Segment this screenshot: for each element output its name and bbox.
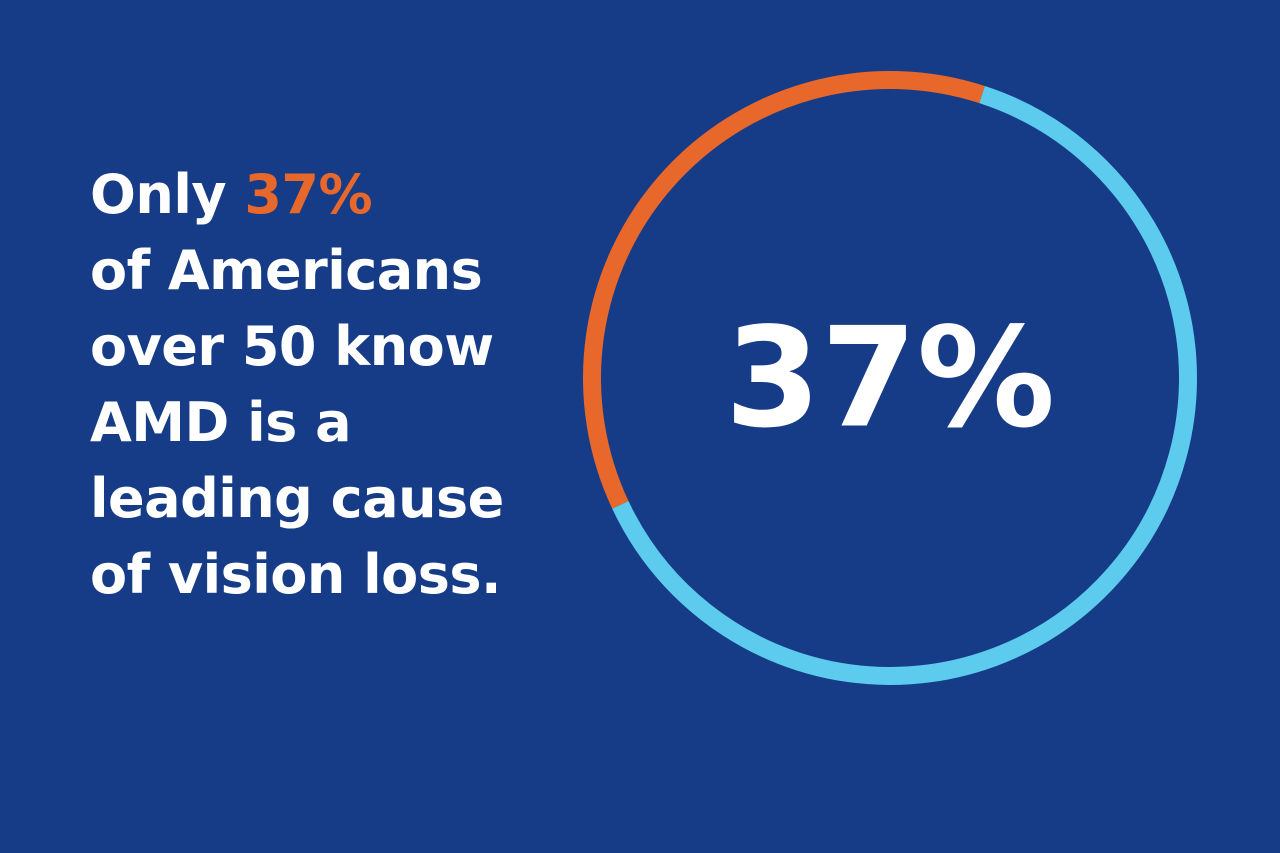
headline-highlight: 37% [244,163,373,226]
donut-chart: 37% [583,71,1197,685]
headline-line-1: Only 37% [90,157,560,233]
headline-line-3: over 50 know [90,315,494,378]
donut-slice-highlight [583,71,985,509]
headline: Only 37% of Americans over 50 know AMD i… [90,157,560,613]
headline-line-6: of vision loss. [90,543,502,606]
headline-line-5: leading cause [90,467,504,530]
donut-center-label: 37% [725,298,1055,459]
donut-slice-remainder [612,86,1197,685]
donut-arcs [583,71,1197,685]
headline-line-4: AMD is a [90,391,352,454]
headline-prefix: Only [90,163,245,226]
headline-line-2: of Americans [90,239,483,302]
